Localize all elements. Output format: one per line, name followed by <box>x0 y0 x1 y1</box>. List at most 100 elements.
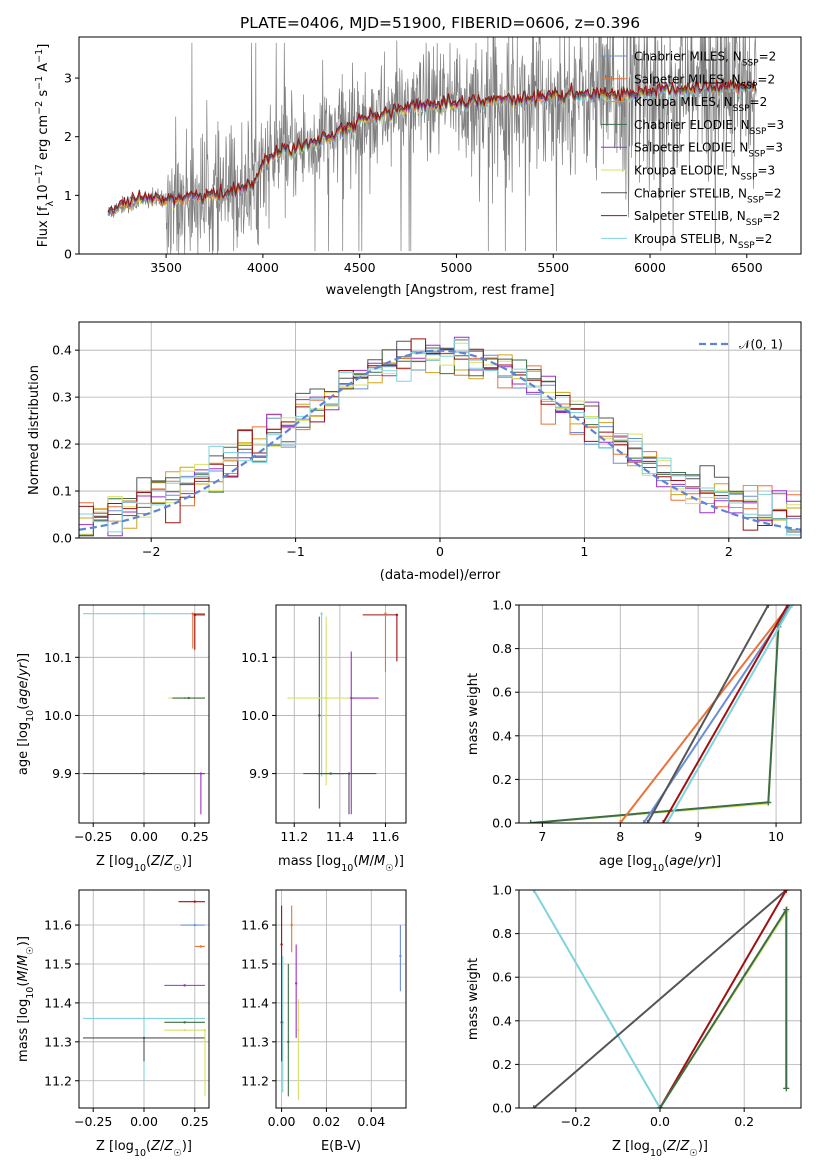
legend-sub: SSP <box>733 104 750 114</box>
legend-text: Kroupa ELODIE, N <box>634 164 741 178</box>
label-part: 10 <box>134 863 146 874</box>
y-tick-label: 0.8 <box>492 926 512 941</box>
cumulative-marker-chabrier_elodie <box>765 799 772 806</box>
cumulative-marker-kroupa_stelib <box>530 890 537 893</box>
label-part: ☉ <box>173 863 182 874</box>
panel-cum_Z: −0.2 0.0 0.20.00.20.40.60.81.0Z [log10(Z/Z… <box>466 883 802 1159</box>
y-tick-label: 0 <box>64 247 72 262</box>
legend-text: Kroupa MILES, N <box>634 95 733 109</box>
legend-text: Salpeter STELIB, N <box>634 209 746 223</box>
y-tick-label: 1 <box>64 188 72 203</box>
label-part: Z <box>163 854 174 869</box>
y-tick-label: 9.9 <box>249 766 269 781</box>
cumulative-line-salpeter_miles <box>619 605 791 823</box>
label-part: yr <box>697 854 713 869</box>
label-part: ( <box>146 1139 151 1154</box>
legend-label: Kroupa STELIB, NSSP=2 <box>634 232 772 251</box>
cumulative-marker-chabrier_elodie <box>783 906 790 913</box>
y-axis-label: mass weight <box>466 958 481 1040</box>
histogram-kroupa_stelib <box>79 338 801 536</box>
legend-tail: =2 <box>757 72 775 86</box>
x-tick-label: 6500 <box>731 260 763 275</box>
point-kroupa_stelib <box>142 1017 146 1020</box>
y-tick-label: 0.0 <box>52 531 72 546</box>
label-part: yr <box>16 661 31 677</box>
legend-tail: =2 <box>759 50 777 64</box>
legend-label: Chabrier STELIB, NSSP=2 <box>634 186 782 205</box>
x-tick-label: 11.6 <box>372 829 400 844</box>
point-chabrier_elodie <box>183 1021 186 1024</box>
label-part: )] <box>182 1139 192 1154</box>
spectrum-model-salpeter_stelib <box>107 78 757 212</box>
label-part: M <box>16 955 31 966</box>
label-part: M <box>358 854 369 869</box>
x-tick-label: 11.4 <box>326 829 354 844</box>
legend-label: Chabrier ELODIE, NSSP=3 <box>634 118 784 137</box>
cumulative-marker-chabrier_stelib <box>644 820 651 823</box>
y-tick-label: 11.6 <box>44 918 72 933</box>
point-salpeter_miles <box>384 612 387 615</box>
label-part: age [log <box>16 722 31 775</box>
label-part: )] <box>16 653 31 663</box>
point-salpeter_elodie <box>350 696 353 700</box>
y-tick-label: 11.5 <box>44 956 72 971</box>
x-axis-label: age [log10(age/yr)] <box>599 854 721 874</box>
point-kroupa_elodie <box>297 1028 300 1032</box>
axes-frame: −2 −1 0 1 2 0.0 0.1 0.2 0.3 0.4 (data-model)/error… <box>27 321 802 583</box>
plot-layer: 3500 4000 4500 5000 5500 6000 6500 0 1 2 3 waveleng… <box>16 36 802 1159</box>
plot-area <box>527 605 795 823</box>
point-chabrier_elodie <box>187 696 190 700</box>
axes-box <box>518 604 802 824</box>
axes-box <box>275 604 407 824</box>
plot-area <box>83 612 205 815</box>
legend-tail: =3 <box>757 164 775 178</box>
label-part: wavelength [Angstrom, rest frame] <box>326 283 555 298</box>
label-part: age <box>16 680 31 704</box>
point-chabrier_elodie <box>287 1040 290 1044</box>
cumulative-marker-chabrier_stelib <box>765 605 772 608</box>
y-tick-label: 0.2 <box>492 1057 512 1072</box>
y-tick-label: 1.0 <box>492 598 512 613</box>
label-part: / <box>160 854 165 869</box>
point-salpeter_stelib <box>280 943 283 946</box>
label-part: 10 <box>652 863 664 874</box>
point-salpeter_elodie <box>199 772 203 775</box>
cumulative-marker-salpeter_miles <box>617 820 624 823</box>
legend-tail: =3 <box>766 118 784 132</box>
y-tick-label: 10.0 <box>241 708 269 723</box>
legend-sub: SSP <box>747 195 764 205</box>
y-tick-label: 0.4 <box>492 728 512 743</box>
plot-area <box>83 900 207 1097</box>
y-tick-label: 0.8 <box>492 641 512 656</box>
label-part: Flux [f <box>36 206 51 247</box>
label-part: age <box>669 854 693 869</box>
spectrum-legend: Chabrier MILES, N SSP =2 Salpeter MILES, N S… <box>601 50 784 251</box>
label-part: λ <box>45 200 56 206</box>
point-salpeter_stelib <box>395 613 399 617</box>
label-part: ☉ <box>689 1148 698 1159</box>
point-kroupa_elodie <box>203 1028 207 1032</box>
x-tick-label: 0 <box>436 544 444 559</box>
label-part: Z <box>679 1139 690 1154</box>
point-salpeter_miles <box>191 612 194 615</box>
point-salpeter_elodie <box>294 982 298 985</box>
x-tick-label: 0.00 <box>268 1114 296 1129</box>
y-axis-label: mass weight <box>466 673 481 755</box>
label-part: 10 <box>134 1148 146 1159</box>
label-part: ☉ <box>385 863 394 874</box>
legend-text: Salpeter MILES, N <box>634 72 741 86</box>
legend-text: Chabrier MILES, N <box>634 50 742 64</box>
y-tick-label: 0.6 <box>492 970 512 985</box>
legend-sub: SSP <box>746 218 763 228</box>
normal-curve <box>79 349 801 531</box>
y-axis-label: age [log10(age/yr)] <box>16 653 36 775</box>
y-tick-label: 11.5 <box>241 956 269 971</box>
cumulative-marker-salpeter_stelib <box>783 890 790 893</box>
cumulative-line-chabrier_stelib <box>533 890 787 1108</box>
x-tick-label: 4000 <box>247 260 279 275</box>
label-part: −1 <box>34 76 45 90</box>
x-tick-label: 7 <box>538 829 546 844</box>
x-tick-label: 10 <box>768 829 784 844</box>
x-tick-label: 0.00 <box>130 829 158 844</box>
